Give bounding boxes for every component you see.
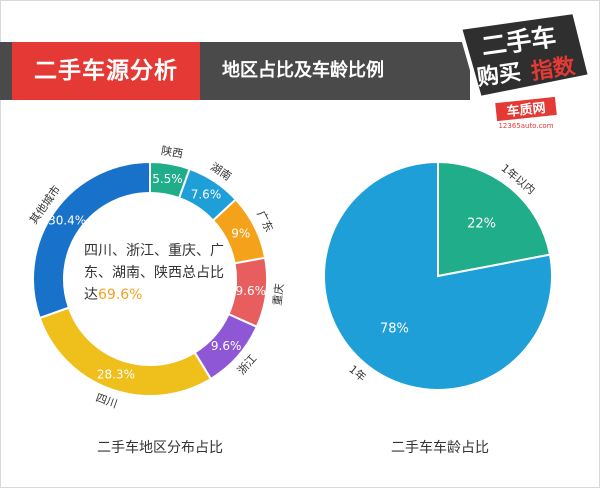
donut-value-label-0: 5.5%: [152, 172, 183, 186]
donut-value-label-6: 30.4%: [48, 213, 86, 227]
donut-slice-6: [32, 160, 151, 320]
logo-line2b: 指数: [529, 53, 577, 85]
pie-slice-0: [437, 160, 552, 278]
donut-category-label-0: 陕西: [160, 143, 184, 161]
donut-value-label-5: 28.3%: [97, 368, 135, 382]
logo-url: 12365auto.com: [498, 122, 553, 130]
pie-value-label-1: 78%: [380, 322, 409, 337]
donut-value-label-1: 7.6%: [191, 187, 222, 201]
donut-center-note: 四川、浙江、重庆、广东、湖南、陕西总占比达69.6%: [84, 240, 234, 306]
logo-line2a: 购买: [475, 59, 522, 91]
center-note-text: 四川、浙江、重庆、广东、湖南、陕西总占比达: [84, 243, 224, 303]
donut-caption: 二手车地区分布占比: [97, 440, 223, 456]
donut-slice-5: [38, 306, 213, 397]
page-subtitle: 地区占比及车龄比例: [222, 60, 384, 81]
brand-logo: 二手车 购买 指数 车质网 12365auto.com: [457, 9, 593, 130]
page-title: 二手车源分析: [12, 42, 200, 100]
donut-value-label-2: 9%: [231, 226, 250, 240]
logo-brand: 车质网: [506, 100, 546, 120]
pie-slice-1: [323, 160, 553, 391]
donut-value-label-3: 9.6%: [236, 284, 267, 298]
center-note-highlight: 69.6%: [98, 287, 143, 303]
donut-category-label-3: 重庆: [270, 283, 287, 307]
donut-category-label-5: 四川: [94, 391, 119, 411]
pie-caption: 二手车车龄占比: [391, 440, 489, 456]
pie-value-label-0: 22%: [467, 216, 496, 231]
donut-value-label-4: 9.6%: [211, 339, 242, 353]
